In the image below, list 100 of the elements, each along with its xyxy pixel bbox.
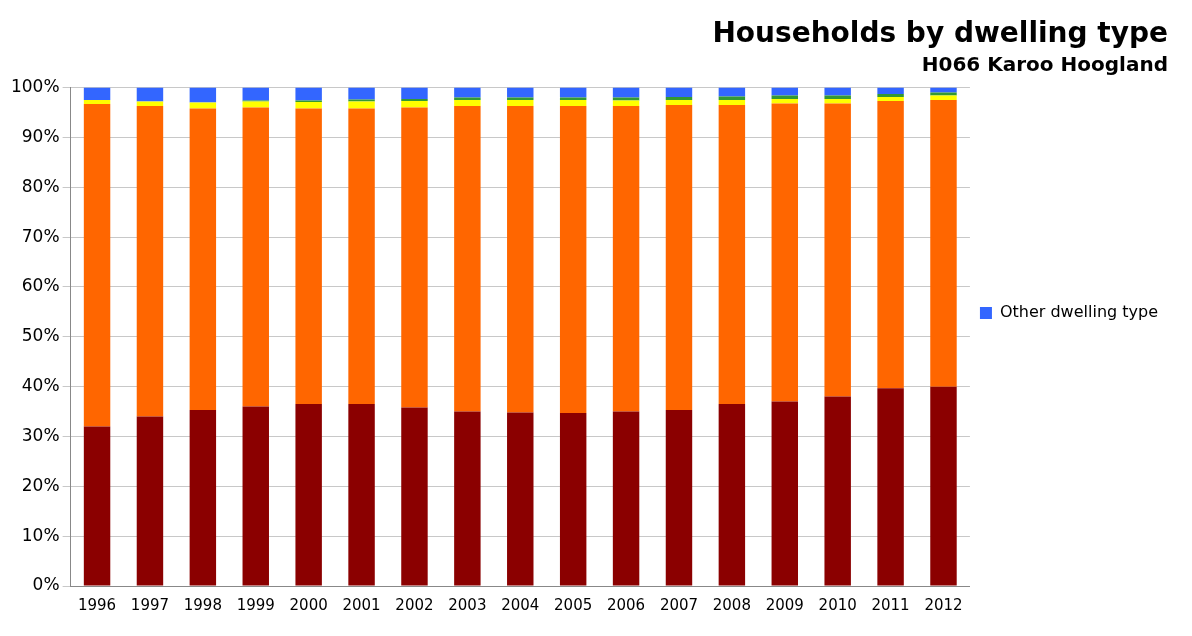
y-tick-label: 50% [21,325,60,346]
bar [136,87,164,102]
bar [295,102,322,109]
bar [348,108,375,405]
x-tick-label: 2002 [395,595,434,614]
bar [877,94,904,98]
x-tick-label: 2010 [818,595,857,614]
bar [189,102,217,109]
bar [242,87,269,101]
bar [295,404,322,586]
bar [189,87,217,103]
x-tick-label: 2011 [871,595,910,614]
bar [83,104,111,427]
text: H066 Karoo Hoogland [921,51,1168,76]
x-tick-label: 2012 [924,595,963,614]
y-tick-label: 40% [21,375,60,396]
bar [718,100,746,106]
bar [665,87,693,98]
x-tick-label: 1998 [183,595,222,614]
bar [612,100,640,107]
bar [507,412,534,586]
bar [295,87,322,101]
bar [454,87,481,98]
bar [665,97,693,101]
x-tick-label: 2005 [554,595,593,614]
bar [718,87,746,97]
bar [454,106,481,412]
bar [83,426,111,586]
bar [83,100,111,105]
bar [559,413,587,586]
bar [401,107,428,408]
bar [877,87,904,95]
y-tick-label: 20% [21,474,60,495]
bar [612,87,640,98]
x-tick-label: 1999 [236,595,275,614]
bar [718,105,746,405]
y-tick-label: 80% [21,175,60,196]
bar [559,100,587,107]
bar [189,410,217,586]
bar [877,97,904,102]
bar [454,100,481,107]
y-tick-label: 10% [21,524,60,545]
x-tick-label: 2008 [712,595,751,614]
x-tick-label: 1996 [77,595,117,614]
bar [771,103,799,402]
y-tick-label: 100% [10,76,60,97]
bar [612,97,640,101]
bar [348,404,375,586]
bar [771,401,799,586]
y-tick-label: 30% [21,424,60,445]
bar [877,101,904,389]
bar [930,100,957,387]
bar [401,407,428,586]
bar [930,95,957,101]
bar [348,101,375,109]
bar [930,92,957,96]
bar [665,100,693,106]
bar [401,101,428,108]
bar [718,404,746,586]
bar [824,99,851,104]
bar [136,106,164,417]
bar [930,386,957,586]
x-tick-label: 2009 [765,595,804,614]
y-tick-label: 70% [21,225,60,246]
bar [507,106,534,413]
bar [454,411,481,586]
bar [348,99,375,102]
bar [559,106,587,414]
bar [189,108,217,411]
x-tick-label: 2003 [448,595,487,614]
y-tick-label: 60% [21,275,60,296]
bar [242,107,269,407]
bar [877,388,904,586]
legend-label: Other dwelling type [999,302,1158,322]
bar [401,99,428,102]
bar [295,108,322,405]
x-tick-label: 2004 [501,595,540,614]
bar [507,87,534,98]
bar [242,101,269,108]
x-tick-label: 2000 [289,595,328,614]
bar [348,87,375,100]
bar [559,87,587,98]
x-tick-label: 1997 [130,595,170,614]
bar [771,99,799,104]
x-tick-label: 2006 [606,595,646,614]
chart-title: Households by dwelling type [712,16,1168,50]
bar [824,87,851,96]
bar [665,410,693,586]
bar [771,87,799,96]
x-tick-label: 2001 [342,595,381,614]
bar [136,416,164,586]
y-tick-label: 0% [32,574,60,595]
bar [612,106,640,412]
bar [824,396,851,586]
bar [83,87,111,101]
bar [930,87,957,93]
bar [507,100,534,107]
y-tick-label: 90% [21,125,60,146]
x-tick-label: 2007 [659,595,699,614]
bar [824,103,851,397]
